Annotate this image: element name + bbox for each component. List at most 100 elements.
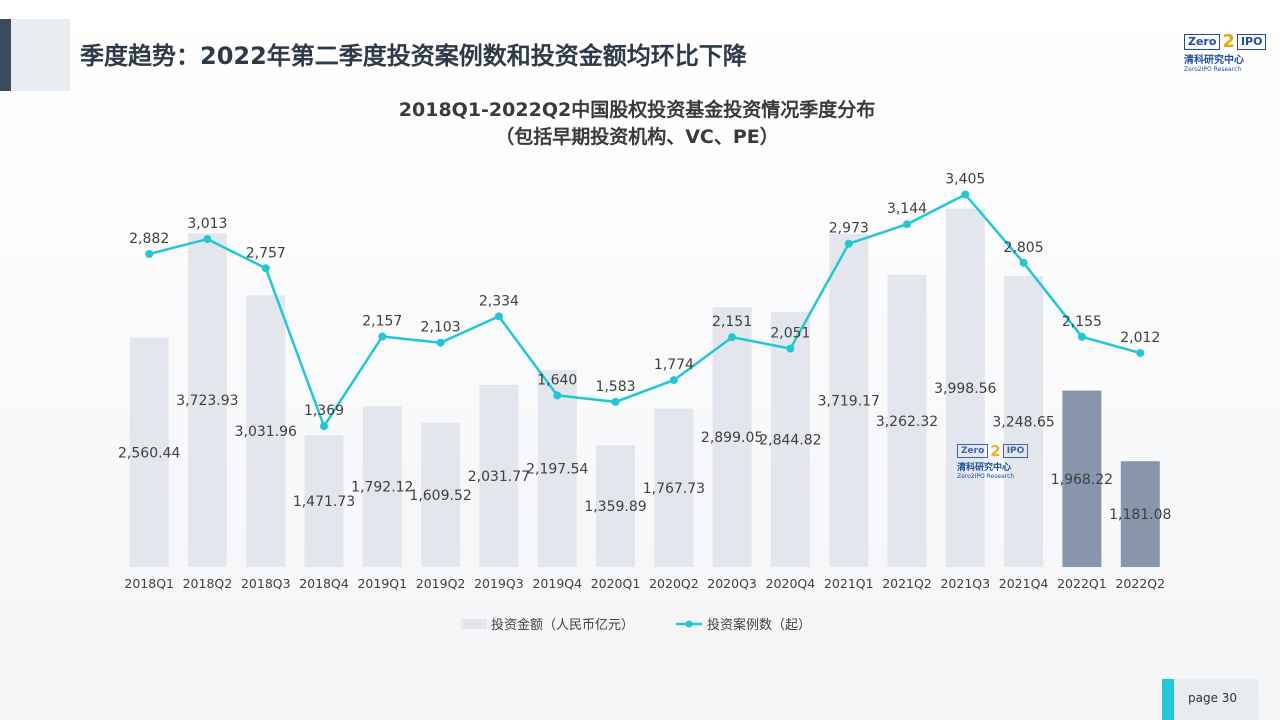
bar-label-2022Q2: 1,181.08	[1109, 507, 1171, 523]
bar-label-2020Q3: 2,899.05	[701, 430, 763, 446]
bar-label-2021Q1: 3,719.17	[818, 393, 880, 409]
bar-2019Q4	[537, 370, 577, 567]
line-label-2020Q1: 1,583	[595, 379, 635, 395]
header-band	[0, 19, 70, 91]
line-point-2021Q1	[844, 239, 853, 248]
logo-word-zero: Zero	[1184, 34, 1221, 50]
bar-2021Q2	[887, 274, 927, 567]
header-accent-bar	[0, 19, 11, 91]
bar-label-2019Q1: 1,792.12	[351, 480, 413, 496]
wm-word-zero: Zero	[957, 444, 989, 458]
wm-two: 2	[990, 442, 1001, 460]
line-label-2018Q2: 3,013	[187, 216, 227, 232]
x-label-2020Q2: 2020Q2	[649, 576, 699, 591]
bar-label-2021Q2: 3,262.32	[876, 414, 938, 430]
legend: 投资金额（人民币亿元） 投资案例数（起）	[461, 617, 811, 633]
x-label-2019Q4: 2019Q4	[532, 576, 582, 591]
page-title: 季度趋势：2022年第二季度投资案例数和投资金额均环比下降	[80, 42, 747, 70]
bar-series	[129, 208, 1160, 568]
bar-label-2019Q2: 1,609.52	[409, 488, 471, 504]
logo-two: 2	[1222, 31, 1235, 52]
line-label-2020Q2: 1,774	[654, 357, 694, 373]
line-point-2021Q3	[961, 190, 970, 199]
logo-en-text: Zero2IPO Research	[1184, 66, 1242, 73]
line-label-2022Q2: 2,012	[1120, 330, 1160, 346]
bar-2019Q2	[421, 422, 461, 567]
line-point-2019Q2	[436, 338, 445, 347]
bar-2020Q2	[654, 408, 694, 567]
line-label-2018Q1: 2,882	[129, 231, 169, 247]
bar-label-2019Q3: 2,031.77	[468, 469, 530, 485]
bar-2019Q3	[479, 385, 519, 567]
line-label-2019Q1: 2,157	[362, 314, 402, 330]
bar-label-2019Q4: 2,197.54	[526, 462, 588, 478]
line-label-2021Q4: 2,805	[1004, 240, 1044, 256]
bar-label-2021Q3: 3,998.56	[934, 381, 996, 397]
line-label-2021Q2: 3,144	[887, 201, 927, 217]
legend-line-marker	[685, 620, 693, 628]
x-label-2019Q2: 2019Q2	[416, 576, 466, 591]
logo-word-ipo: IPO	[1236, 34, 1267, 50]
x-label-2021Q1: 2021Q1	[824, 576, 874, 591]
bar-2018Q2	[187, 233, 227, 568]
line-label-2019Q4: 1,640	[537, 372, 577, 388]
bar-2018Q4	[304, 435, 344, 567]
x-axis-labels: 2018Q1 2018Q2 2018Q3 2018Q4 2019Q1 2019Q2 2019…	[124, 576, 1165, 591]
x-label-2018Q3: 2018Q3	[241, 576, 291, 591]
line-label-2022Q1: 2,155	[1062, 314, 1102, 330]
chart-subtitle: （包括早期投资机构、VC、PE）	[495, 125, 779, 148]
line-label-2018Q3: 2,757	[246, 245, 286, 261]
footer-bar	[1174, 679, 1258, 720]
watermark-logo: Zero 2 IPO 清科研究中心 Zero2IPO Research	[957, 442, 1029, 487]
x-label-2019Q1: 2019Q1	[357, 576, 407, 591]
bar-label-2018Q1: 2,560.44	[118, 445, 180, 461]
line-point-2022Q1	[1077, 332, 1086, 341]
line-label-2020Q4: 2,051	[770, 326, 810, 342]
x-label-2021Q3: 2021Q3	[940, 576, 990, 591]
bar-label-2022Q1: 1,968.22	[1051, 472, 1113, 488]
wm-word-ipo: IPO	[1002, 444, 1029, 458]
wm-cn-text: 清科研究中心	[957, 463, 1012, 473]
line-label-2020Q3: 2,151	[712, 314, 752, 330]
bar-label-2021Q4: 3,248.65	[992, 415, 1054, 431]
x-label-2018Q1: 2018Q1	[124, 576, 174, 591]
x-label-2018Q4: 2018Q4	[299, 576, 349, 591]
x-label-2020Q1: 2020Q1	[591, 576, 641, 591]
bar-2018Q1	[129, 337, 169, 567]
bar-2020Q4	[770, 312, 810, 567]
footer-accent	[1162, 679, 1174, 720]
line-point-2021Q4	[1019, 258, 1028, 267]
bar-2021Q4	[1004, 275, 1044, 567]
line-point-2019Q1	[378, 332, 387, 341]
line-label-2019Q3: 2,334	[479, 293, 519, 309]
x-label-2021Q4: 2021Q4	[999, 576, 1049, 591]
line-point-2020Q2	[669, 376, 678, 385]
case-count-line	[148, 193, 1141, 428]
bar-2021Q3	[945, 208, 985, 567]
line-label-2021Q3: 3,405	[945, 172, 985, 188]
line-point-2019Q3	[494, 312, 503, 321]
bar-2018Q3	[246, 295, 286, 567]
bar-2020Q3	[712, 307, 752, 567]
x-label-2020Q4: 2020Q4	[766, 576, 816, 591]
line-point-2020Q4	[786, 344, 795, 353]
line-point-2020Q3	[728, 333, 737, 342]
line-series	[145, 190, 1145, 431]
line-label-2021Q1: 2,973	[829, 221, 869, 237]
legend-line-label: 投资案例数（起）	[707, 617, 811, 633]
line-point-2019Q4	[553, 391, 562, 400]
x-label-2021Q2: 2021Q2	[882, 576, 932, 591]
bar-2019Q1	[362, 406, 402, 567]
x-label-2018Q2: 2018Q2	[183, 576, 233, 591]
wm-en-text: Zero2IPO Research	[957, 473, 1015, 480]
x-label-2019Q3: 2019Q3	[474, 576, 524, 591]
line-label-2018Q4: 1,369	[304, 403, 344, 419]
zero2ipo-logo: Zero 2 IPO 清科研究中心 Zero2IPO Research	[1184, 31, 1267, 76]
bar-2020Q1	[596, 445, 635, 567]
x-label-2020Q3: 2020Q3	[707, 576, 757, 591]
line-label-2019Q2: 2,103	[421, 320, 461, 336]
legend-bar-label: 投资金额（人民币亿元）	[491, 617, 634, 633]
x-label-2022Q1: 2022Q1	[1057, 576, 1107, 591]
bar-labels: 2,560.44 3,723.93 3,031.96 1,471.731,792.12…	[118, 381, 1171, 523]
